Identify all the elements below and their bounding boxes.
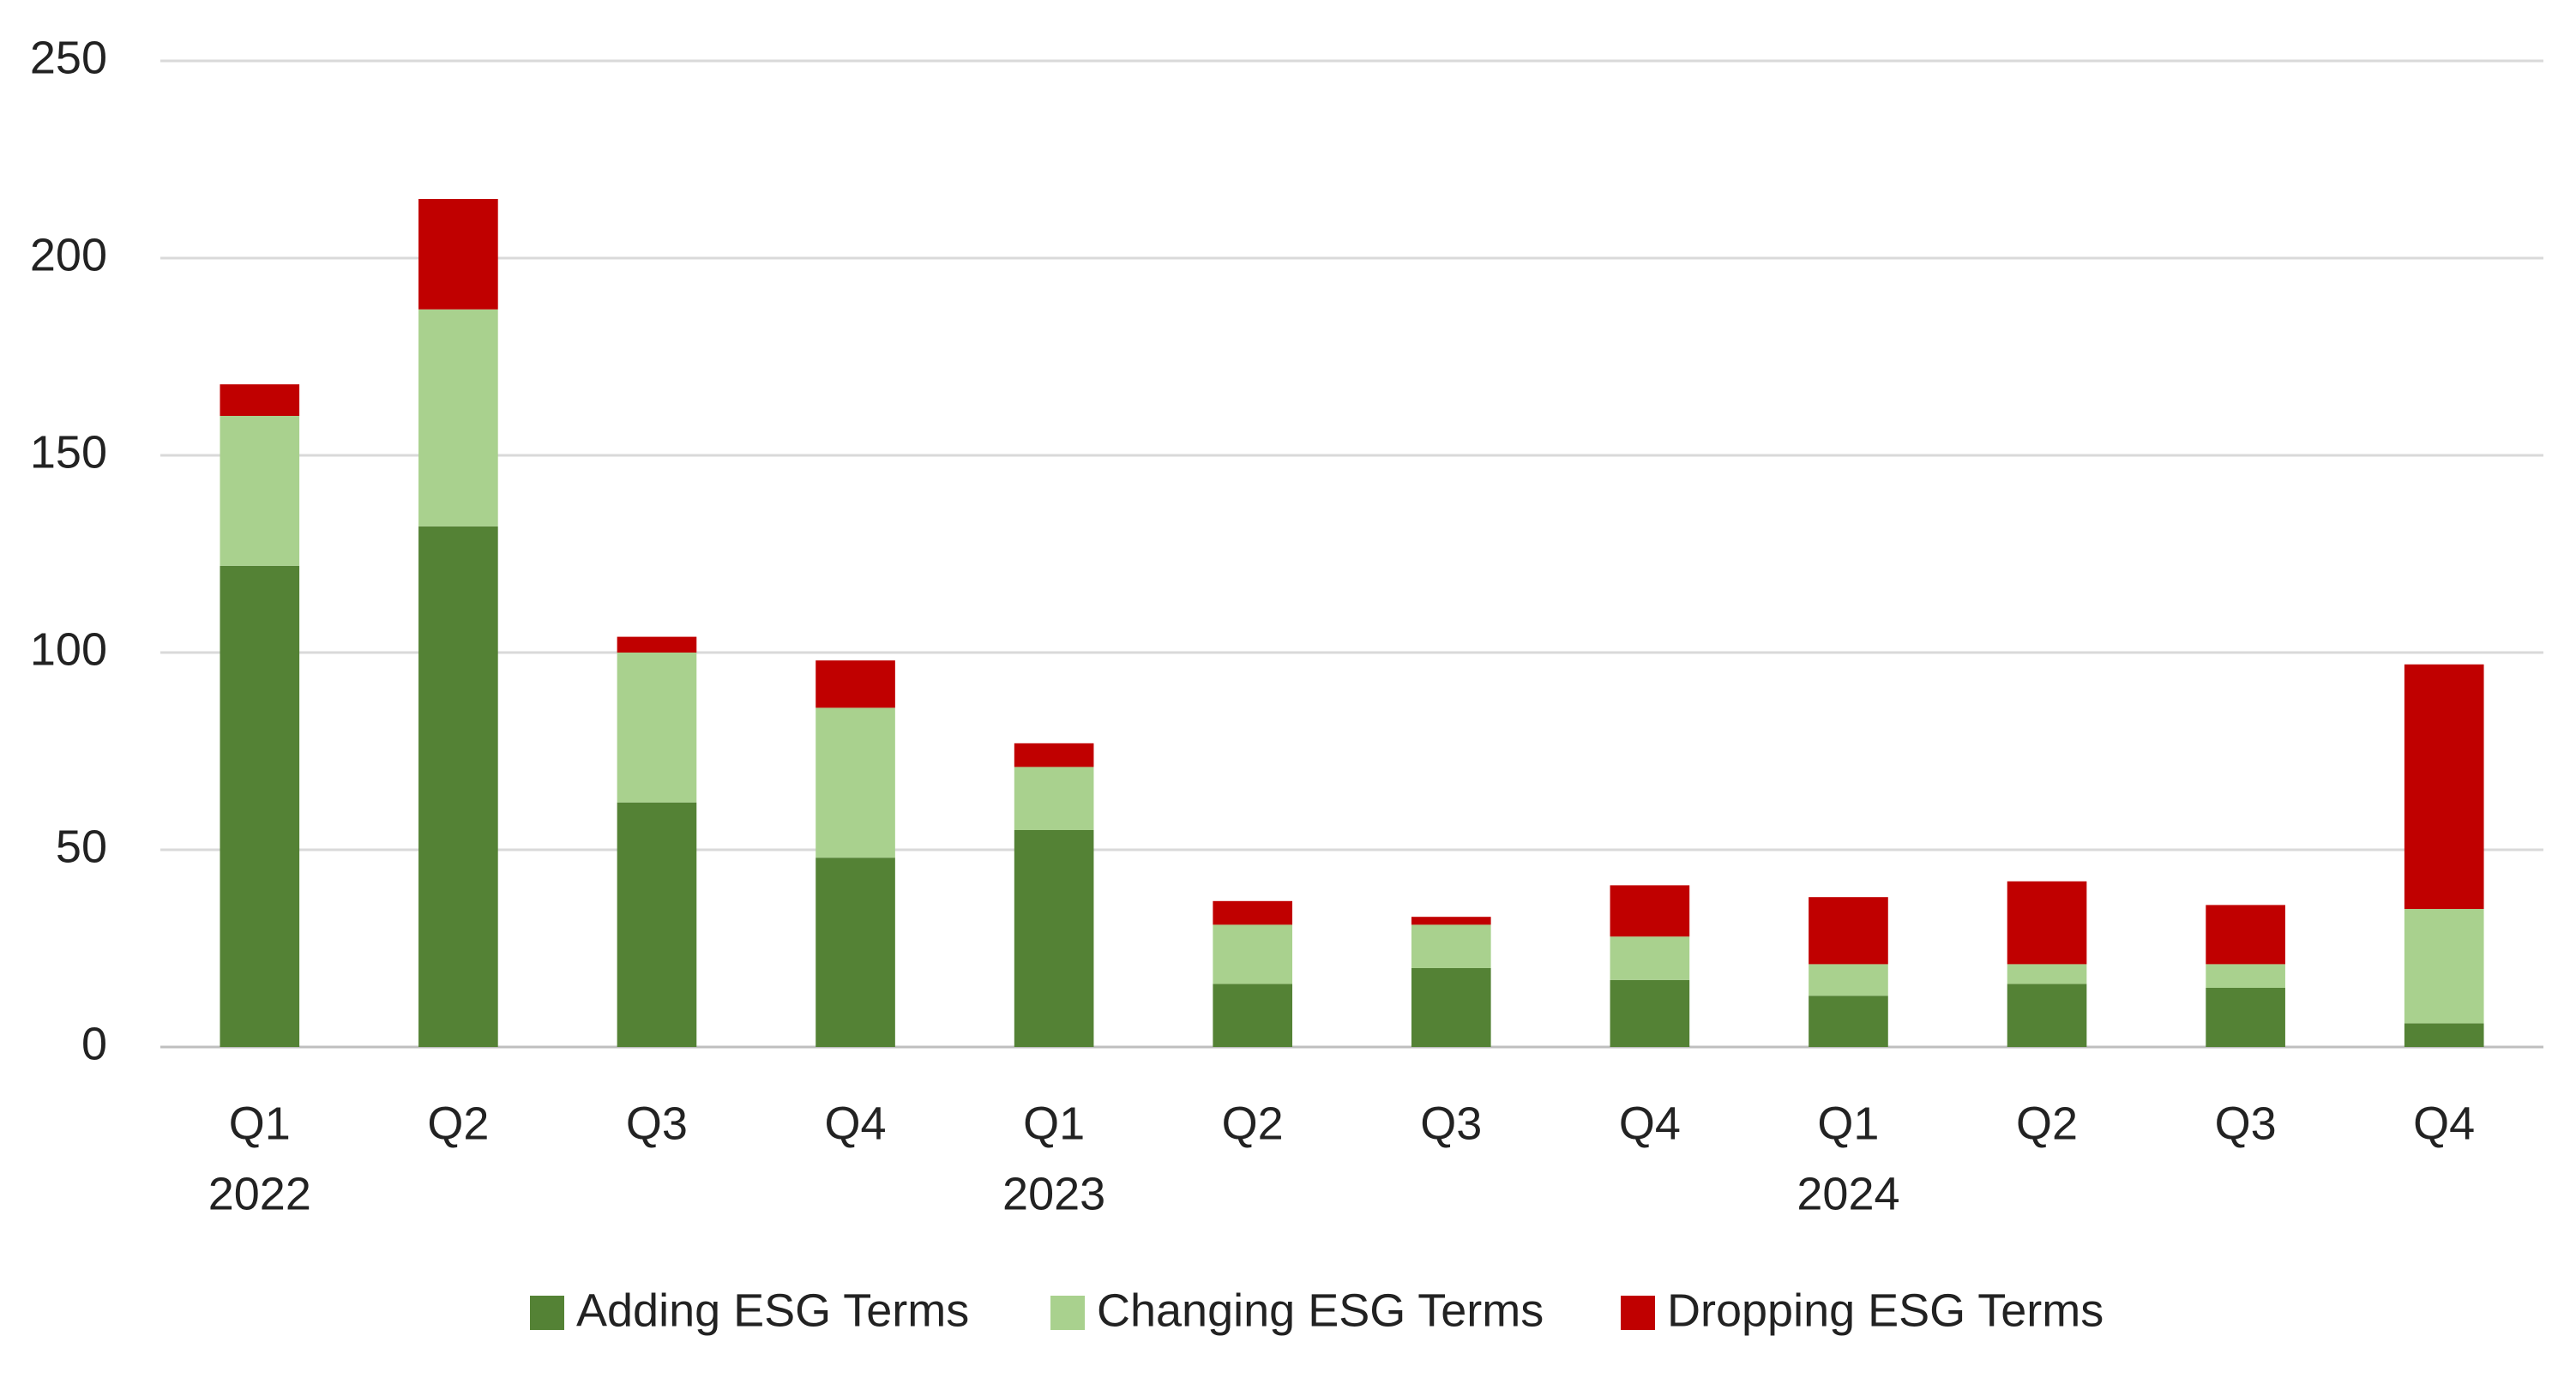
bar-segment [418,309,498,527]
bar-segment [2404,664,2484,909]
bar-segment [1213,984,1293,1047]
bar-segment [1213,924,1293,984]
legend-swatch [1050,1296,1085,1330]
bar-segment [1809,964,1888,996]
x-tick-label: Q2 [1222,1098,1284,1149]
x-tick-label: Q1 [1817,1098,1879,1149]
bar-segment [2007,964,2087,984]
bar-segment [1411,968,1491,1047]
legend-swatch [530,1296,564,1330]
bar-segment [220,416,300,566]
bar-segment [418,199,498,310]
bar-segment [1014,767,1094,830]
bar-segment [1014,830,1094,1047]
x-tick-label: Q1 [1023,1098,1085,1149]
bar-segment [2007,881,2087,965]
y-tick-label: 100 [30,623,107,675]
y-tick-label: 150 [30,426,107,478]
bar-segment [1014,743,1094,767]
y-tick-label: 0 [81,1018,107,1069]
bar-segment [2007,984,2087,1047]
bar-segment [1809,897,1888,965]
year-label: 2024 [1797,1168,1899,1219]
year-label: 2023 [1002,1168,1105,1219]
bar-segment [617,636,697,653]
x-tick-label: Q3 [2215,1098,2277,1149]
x-tick-label: Q1 [229,1098,291,1149]
x-tick-label: Q3 [626,1098,688,1149]
bar-segment [1610,936,1690,980]
bar-segment [1610,885,1690,937]
bar-segment [2404,909,2484,1024]
year-label: 2022 [208,1168,311,1219]
legend-label: Changing ESG Terms [1097,1285,1544,1336]
bar-segment [816,857,895,1047]
bar-segment [2206,905,2285,965]
y-tick-label: 50 [56,821,107,872]
bar-segment [617,653,697,803]
x-tick-label: Q4 [2413,1098,2475,1149]
bar-segment [2404,1023,2484,1047]
y-tick-label: 200 [30,229,107,280]
bar-segment [2206,988,2285,1047]
bar-segment [1411,917,1491,925]
x-tick-label: Q2 [2016,1098,2078,1149]
legend-label: Adding ESG Terms [576,1285,969,1336]
bar-segment [1213,900,1293,925]
bar-segment [418,526,498,1047]
y-tick-label: 250 [30,32,107,83]
bar-segment [1610,979,1690,1047]
x-tick-label: Q4 [1619,1098,1681,1149]
bar-segment [1809,996,1888,1047]
x-tick-label: Q3 [1420,1098,1482,1149]
legend-swatch [1621,1296,1655,1330]
bar-segment [2206,964,2285,988]
bar-segment [220,565,300,1047]
x-tick-label: Q4 [825,1098,887,1149]
bar-segment [816,707,895,858]
bar-segment [816,660,895,708]
legend-label: Dropping ESG Terms [1667,1285,2104,1336]
bar-segment [220,384,300,416]
x-tick-label: Q2 [427,1098,489,1149]
bar-segment [1411,924,1491,968]
bar-segment [617,802,697,1047]
